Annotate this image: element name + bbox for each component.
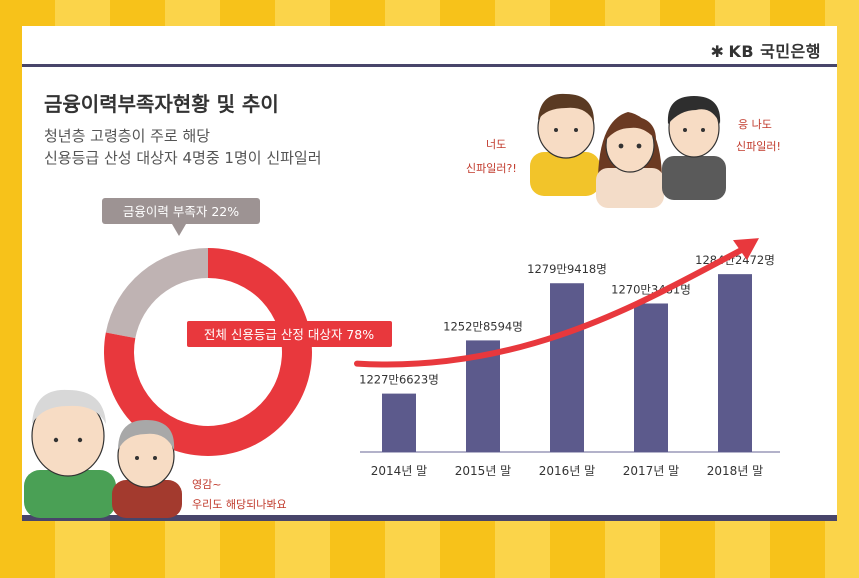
bar-0 [382, 393, 416, 452]
page-title: 금융이력부족자현황 및 추이 [44, 92, 279, 116]
speech-right-line-2: 신파일러! [736, 139, 781, 153]
boy-hair [538, 93, 594, 122]
bar-value-label-0: 1227만6623명 [359, 373, 439, 387]
boy-shirt [530, 152, 600, 196]
gray-slice-label: 금융이력 부족자 22% [123, 204, 239, 219]
trend-arrow-head [733, 238, 759, 261]
grandpa-eye-left [53, 437, 59, 443]
red-callout: 전체 신용등급 산정 대상자 78% [187, 321, 392, 347]
category-label-4: 2018년 말 [707, 464, 763, 478]
red-slice-label: 전체 신용등급 산정 대상자 78% [204, 327, 374, 342]
bar-2 [550, 283, 584, 452]
kb-logo: ✱ KB 국민은행 [711, 38, 821, 62]
grandma-hair [118, 420, 175, 450]
gray-callout-pointer [172, 224, 186, 236]
category-label-2: 2016년 말 [539, 464, 595, 478]
grandpa-shirt [24, 470, 116, 518]
girl-eye-left [618, 143, 624, 149]
speech-elderly-line-1: 영감~ [192, 478, 221, 491]
top-divider [22, 64, 837, 67]
speech-left-line-1: 너도 [486, 138, 506, 151]
subtitle-line-1: 청년층 고령층이 주로 해당 [44, 127, 211, 145]
man-eye-right [701, 128, 705, 132]
boy-eye-right [574, 128, 578, 132]
bottom-divider [22, 515, 837, 521]
grandma-eye-left [135, 456, 139, 460]
donut-chart [103, 248, 313, 456]
gray-callout-box [102, 198, 260, 224]
speech-elderly-line-2: 우리도 해당되나봐요 [192, 497, 287, 511]
category-label-1: 2015년 말 [455, 464, 511, 478]
gray-callout: 금융이력 부족자 22% [102, 198, 260, 236]
speech-left-line-2: 신파일러?! [466, 161, 517, 175]
donut-slice-0 [105, 248, 208, 339]
girl-eye-right [636, 143, 642, 149]
grandma-eye-right [153, 456, 157, 460]
kb-star-icon: ✱ [710, 42, 725, 61]
grandpa-hair [32, 389, 106, 424]
category-label-0: 2014년 말 [371, 464, 427, 478]
grandma-shirt [112, 480, 182, 518]
young-people-illustration: 너도 신파일러?! 응 나도 신파일러! [466, 93, 781, 208]
brand-name: KB 국민은행 [728, 42, 821, 61]
girl-hair-top [606, 115, 656, 140]
subtitle-line-2: 신용등급 산성 대상자 4명중 1명이 신파일러 [44, 149, 322, 167]
man-hair [667, 96, 721, 124]
bar-chart: 1227만6623명 2014년 말 1252만8594명 2015년 말 1279만9… [354, 238, 780, 478]
red-callout-box [187, 321, 392, 347]
category-label-3: 2017년 말 [623, 464, 679, 478]
grandpa-eye-right [77, 437, 83, 443]
bar-3 [634, 303, 668, 452]
elderly-couple-illustration: 영감~ 우리도 해당되나봐요 [24, 389, 287, 518]
girl-shirt [596, 168, 664, 208]
bar-value-label-1: 1252만8594명 [443, 319, 523, 333]
trend-arrow-line [354, 245, 748, 368]
man-shirt [662, 156, 726, 200]
bar-4 [718, 274, 752, 452]
boy-eye-left [554, 128, 558, 132]
bar-value-label-2: 1279만9418명 [527, 262, 607, 276]
man-eye-left [683, 128, 687, 132]
speech-right-line-1: 응 나도 [738, 118, 772, 131]
